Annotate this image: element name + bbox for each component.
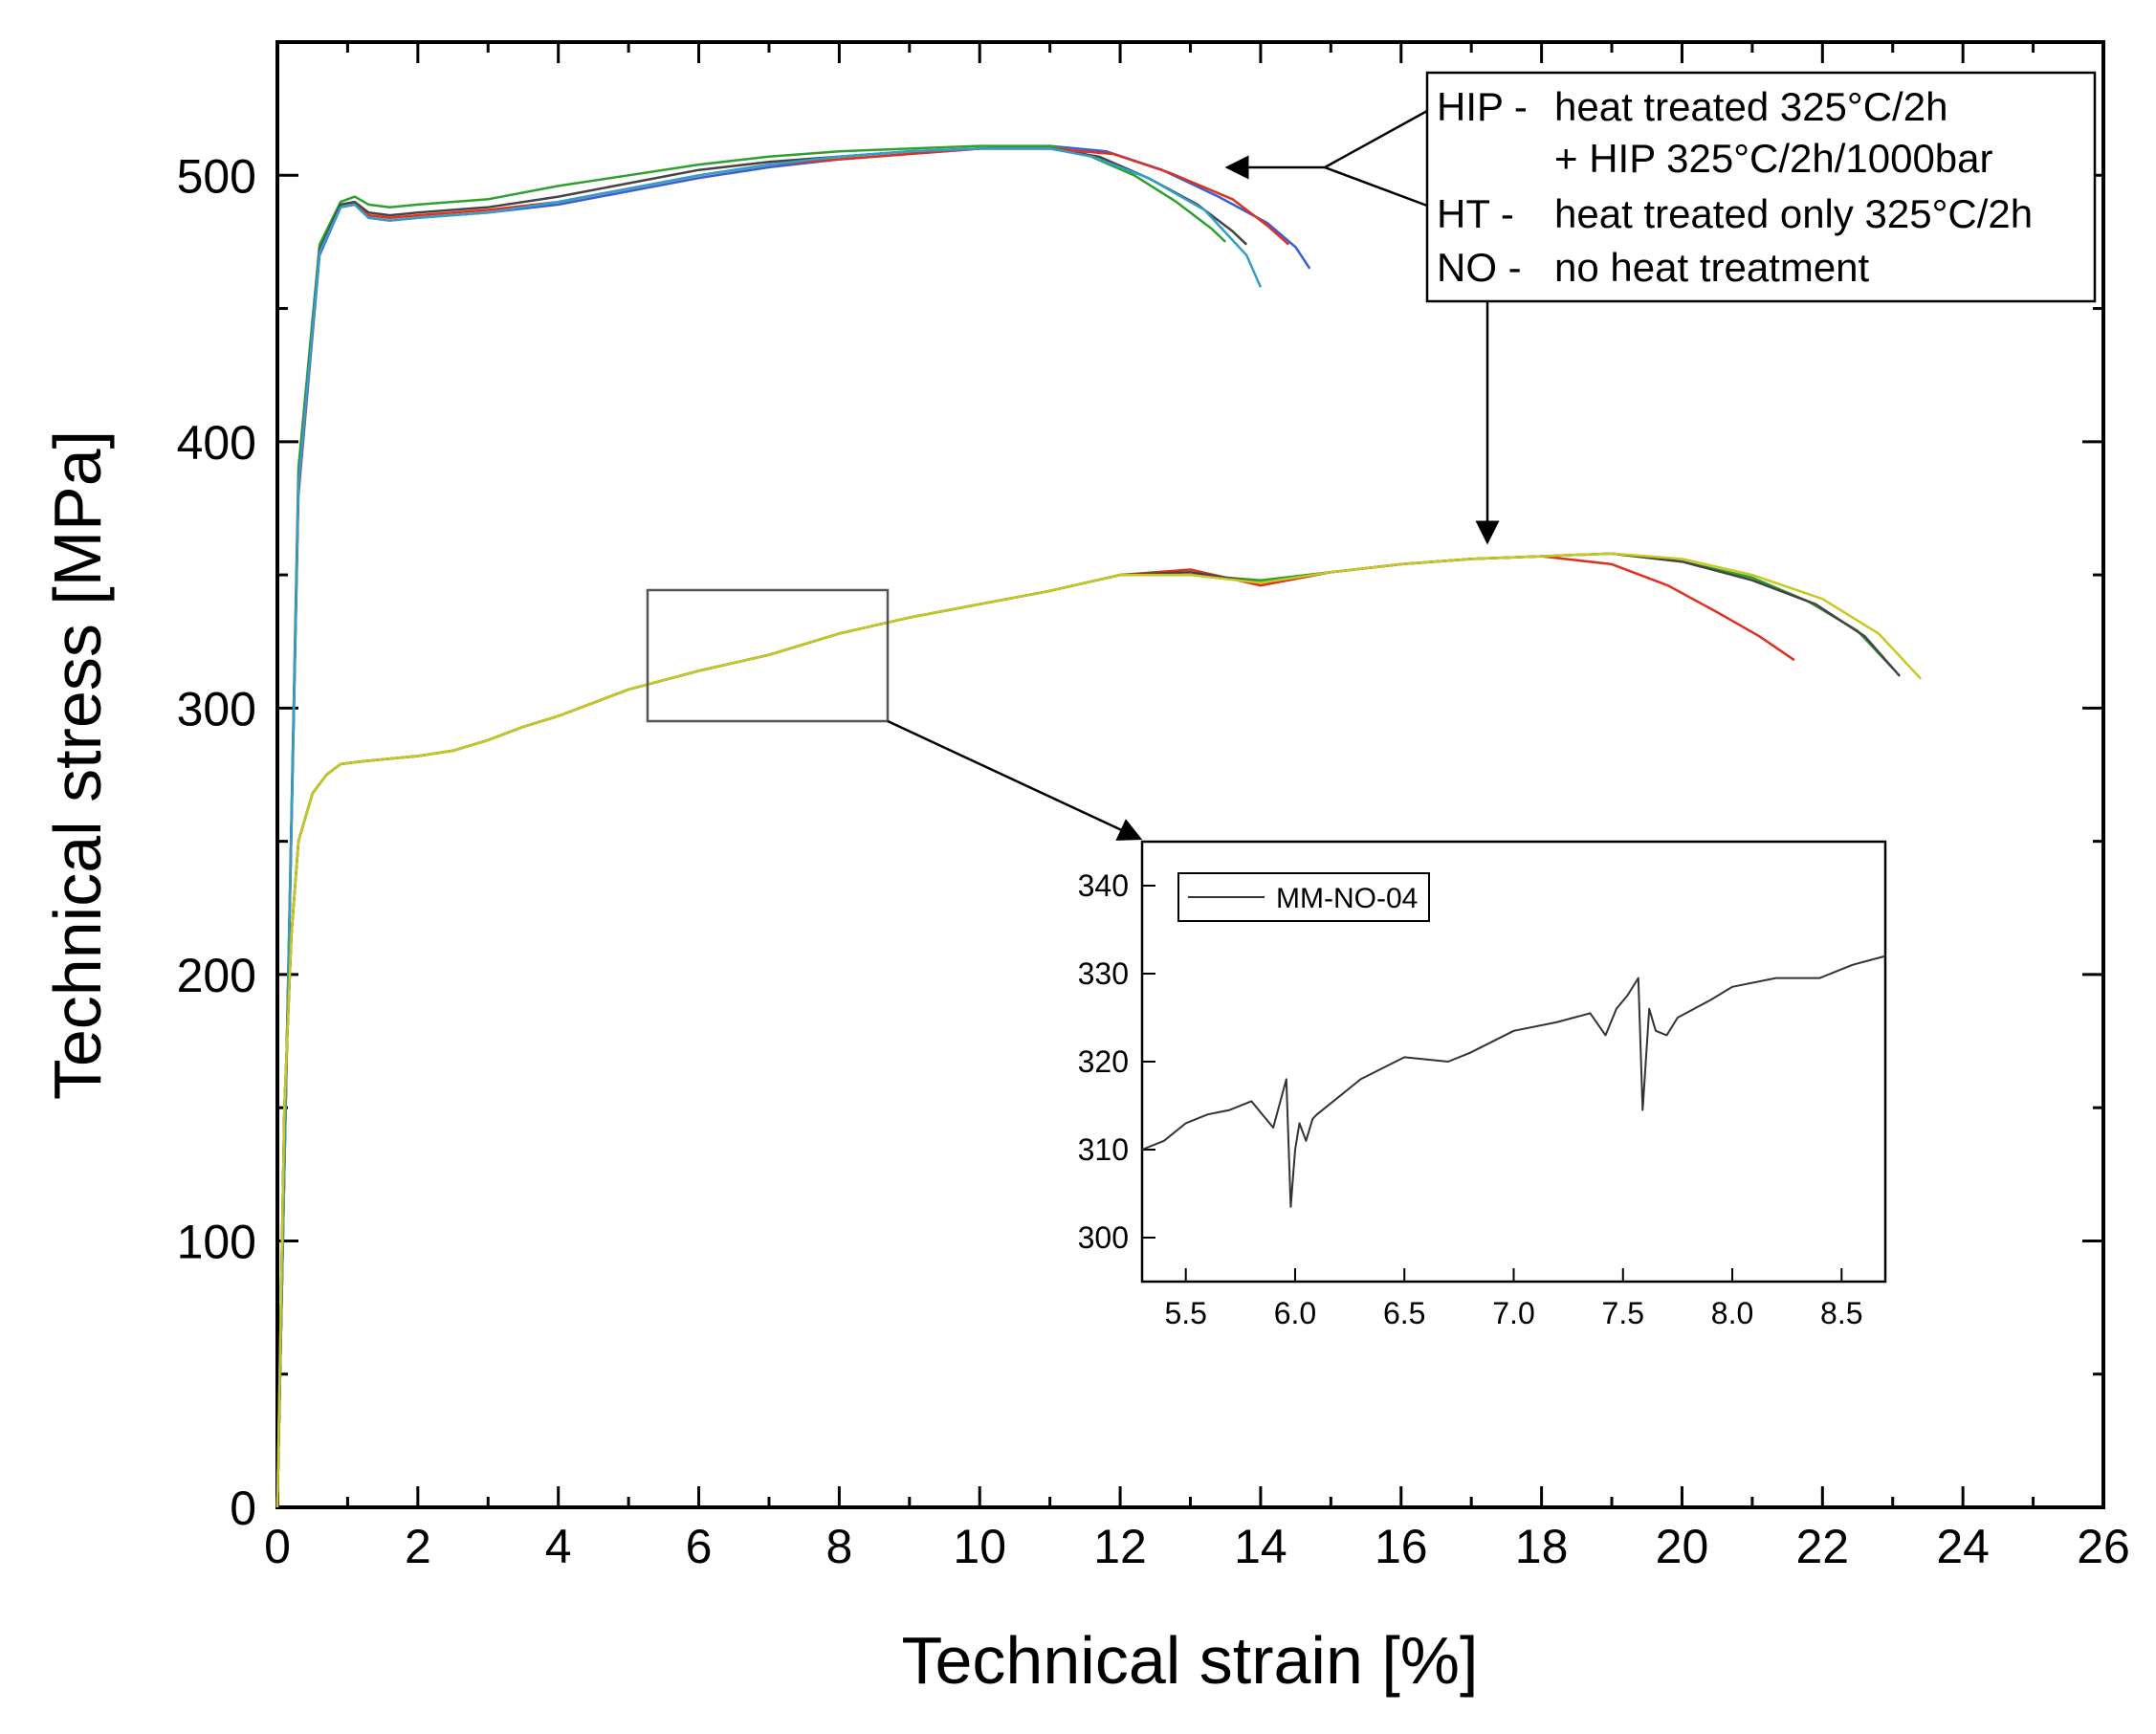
y-axis-title: Technical stress [MPa] bbox=[40, 430, 115, 1100]
inset-x-tick-label: 7.5 bbox=[1602, 1296, 1644, 1330]
inset-series-group bbox=[1141, 955, 1886, 1208]
main-x-tick-label: 16 bbox=[1375, 1520, 1428, 1573]
main-x-tick-label: 10 bbox=[953, 1520, 1006, 1573]
inset-x-tick-label: 6.0 bbox=[1274, 1296, 1316, 1330]
inset-x-tick-label: 7.0 bbox=[1492, 1296, 1534, 1330]
inset-y-tick-label: 340 bbox=[1078, 868, 1129, 903]
legend-code-ht: HT - bbox=[1437, 191, 1514, 236]
legend-arrow-treated bbox=[1322, 109, 1428, 208]
main-x-tick-label: 8 bbox=[825, 1520, 852, 1573]
inset-legend-frame bbox=[1177, 872, 1430, 922]
main-x-tick-label: 22 bbox=[1795, 1520, 1849, 1573]
inset-x-tick-label: 5.5 bbox=[1164, 1296, 1206, 1330]
inset-legend: MM-NO-04 bbox=[1177, 872, 1430, 922]
main-y-tick-label: 0 bbox=[230, 1482, 256, 1535]
legend-desc-ht: heat treated only 325°C/2h bbox=[1554, 191, 2033, 236]
main-x-tick-label: 14 bbox=[1234, 1520, 1287, 1573]
legend-desc-hip-2: + HIP 325°C/2h/1000bar bbox=[1554, 136, 1993, 181]
main-y-tick-label: 100 bbox=[177, 1215, 256, 1268]
main-x-tick-label: 4 bbox=[545, 1520, 572, 1573]
inset-x-tick-label: 6.5 bbox=[1383, 1296, 1425, 1330]
legend-code-no: NO - bbox=[1437, 245, 1522, 290]
main-series-treated-4 bbox=[275, 147, 1290, 1508]
main-series-treated-2 bbox=[275, 144, 1227, 1508]
inset-x-tick-label: 8.0 bbox=[1711, 1296, 1753, 1330]
inset-y-tick-label: 330 bbox=[1078, 956, 1129, 991]
legend-desc-no: no heat treatment bbox=[1554, 245, 1870, 290]
zoom-arrow bbox=[887, 719, 1143, 841]
main-y-tick-label: 500 bbox=[177, 149, 256, 203]
main-x-tick-label: 12 bbox=[1093, 1520, 1147, 1573]
main-series-group bbox=[275, 144, 1923, 1508]
inset-legend-label: MM-NO-04 bbox=[1276, 883, 1418, 914]
main-x-tick-label: 26 bbox=[2077, 1520, 2130, 1573]
main-x-tick-label: 24 bbox=[1936, 1520, 1990, 1573]
zoom-box bbox=[646, 588, 890, 723]
legend-box: HIP - heat treated 325°C/2h + HIP 325°C/… bbox=[1425, 71, 2097, 303]
inset-series-MM-NO-04 bbox=[1141, 955, 1886, 1208]
main-series-treated-5 bbox=[275, 147, 1263, 1508]
inset-axis-ticks: 5.5 6.0 6.5 7.0 7.5 8.0 8.5 300 310 320 330 340 bbox=[1078, 868, 1863, 1330]
inset-x-tick-label: 8.5 bbox=[1820, 1296, 1862, 1330]
main-x-tick-label: 2 bbox=[405, 1520, 431, 1573]
inset-y-tick-label: 310 bbox=[1078, 1132, 1129, 1167]
inset-plot: 5.5 6.0 6.5 7.0 7.5 8.0 8.5 300 310 320 330 340 MM-… bbox=[1078, 840, 1887, 1330]
main-x-tick-label: 18 bbox=[1515, 1520, 1569, 1573]
main-x-tick-label: 20 bbox=[1656, 1520, 1709, 1573]
legend-desc-hip: heat treated 325°C/2h bbox=[1554, 84, 1947, 129]
main-series-treated-3 bbox=[275, 147, 1248, 1508]
main-x-tick-label: 6 bbox=[686, 1520, 713, 1573]
main-y-tick-label: 400 bbox=[177, 416, 256, 470]
main-x-tick-label: 0 bbox=[264, 1520, 291, 1573]
inset-y-tick-label: 320 bbox=[1078, 1044, 1129, 1079]
main-series-no-heat-4 bbox=[275, 552, 1923, 1508]
main-y-tick-label: 300 bbox=[177, 682, 256, 735]
main-series-treated-1 bbox=[275, 144, 1311, 1508]
x-axis-title: Technical strain [%] bbox=[901, 1623, 1478, 1698]
legend-code-hip: HIP - bbox=[1437, 84, 1528, 129]
main-y-tick-label: 200 bbox=[177, 949, 256, 1002]
legend-frame bbox=[1425, 71, 2097, 303]
inset-y-tick-label: 300 bbox=[1078, 1220, 1129, 1255]
